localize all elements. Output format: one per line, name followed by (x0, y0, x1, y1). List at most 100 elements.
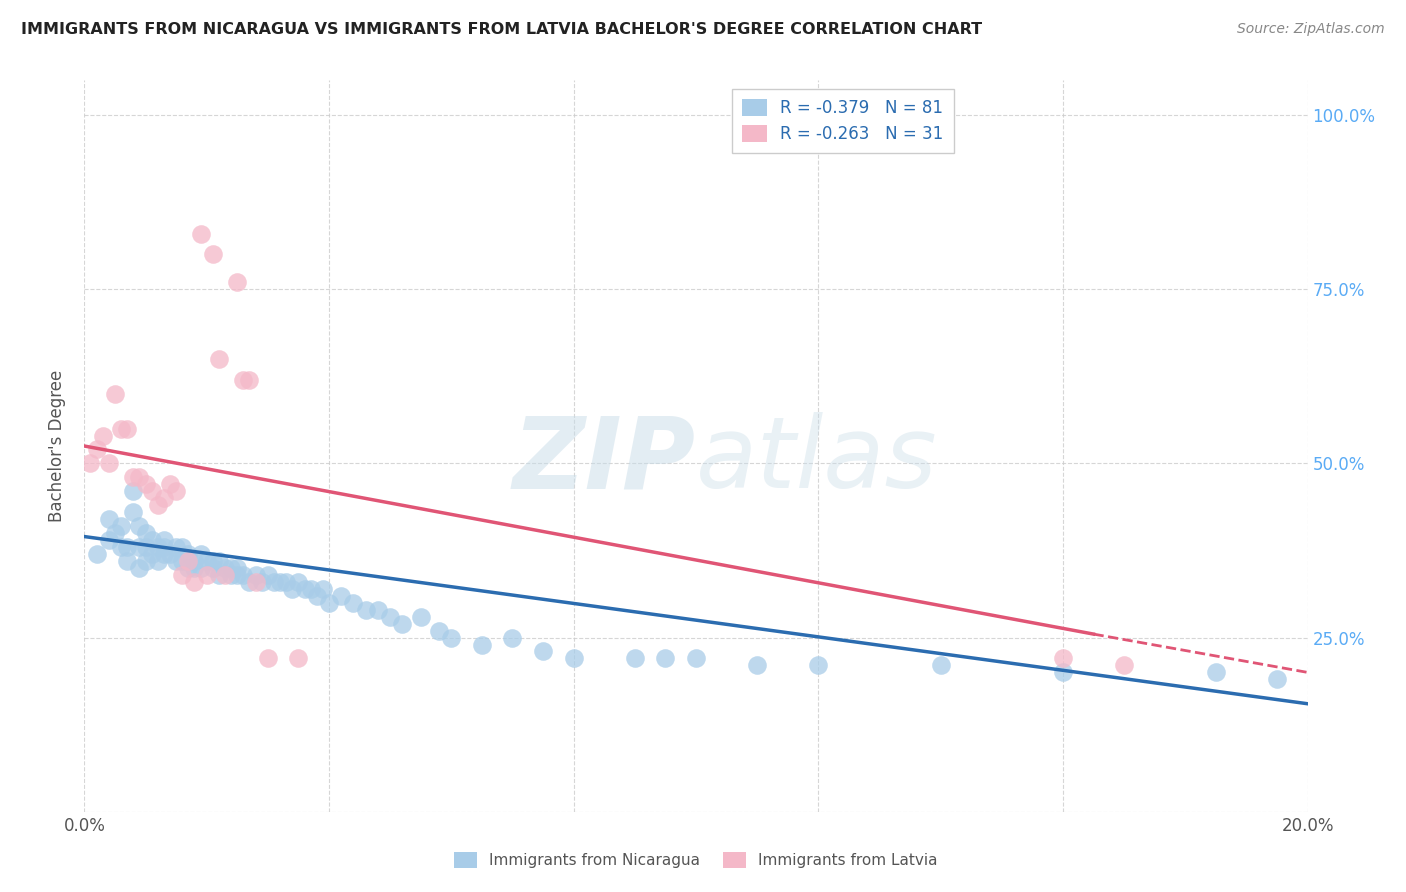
Point (250, 574, 273, 589)
Point (97, 533, 120, 547)
Point (159, 477, 181, 491)
Point (305, 589, 328, 603)
Point (226, 567, 249, 582)
Point (562, 651, 585, 665)
Point (257, 567, 280, 582)
Point (195, 567, 218, 582)
Point (471, 638, 494, 652)
Point (183, 554, 205, 568)
Point (201, 561, 224, 575)
Point (1052, 651, 1074, 665)
Point (1265, 673, 1288, 687)
Point (153, 491, 176, 506)
Point (367, 603, 389, 617)
Point (177, 554, 200, 568)
Point (190, 561, 212, 575)
Point (153, 533, 176, 547)
Point (654, 651, 676, 665)
Point (195, 554, 218, 568)
Point (115, 540, 138, 554)
Point (807, 658, 830, 673)
Point (122, 484, 145, 499)
Point (201, 554, 224, 568)
Point (128, 540, 150, 554)
Point (531, 644, 554, 658)
Point (226, 561, 249, 575)
Point (172, 567, 194, 582)
Point (232, 567, 254, 582)
Point (86, 442, 108, 457)
Point (263, 574, 285, 589)
Point (281, 582, 304, 596)
Point (238, 373, 260, 387)
Y-axis label: Bachelor's Degree: Bachelor's Degree (48, 370, 66, 522)
Point (115, 421, 138, 435)
Point (245, 574, 267, 589)
Point (190, 227, 212, 241)
Point (299, 582, 322, 596)
Point (172, 540, 194, 554)
Point (183, 574, 205, 589)
Point (141, 547, 163, 561)
Point (312, 582, 335, 596)
Point (294, 582, 316, 596)
Point (172, 554, 194, 568)
Point (104, 526, 127, 541)
Point (624, 651, 647, 665)
Point (342, 596, 364, 610)
Point (440, 631, 463, 645)
Point (135, 540, 157, 554)
Legend: Immigrants from Nicaragua, Immigrants from Latvia: Immigrants from Nicaragua, Immigrants fr… (444, 843, 948, 877)
Point (146, 540, 169, 554)
Point (135, 554, 157, 568)
Point (257, 651, 280, 665)
Point (276, 574, 298, 589)
Point (219, 567, 242, 582)
Point (128, 561, 150, 575)
Point (685, 651, 707, 665)
Point (219, 561, 242, 575)
Point (110, 519, 132, 533)
Point (97, 457, 120, 471)
Point (929, 658, 952, 673)
Point (146, 498, 169, 512)
Point (391, 616, 413, 631)
Point (502, 631, 524, 645)
Point (79, 457, 101, 471)
Point (287, 574, 309, 589)
Point (97, 512, 120, 526)
Text: ZIP: ZIP (513, 412, 696, 509)
Point (135, 526, 157, 541)
Point (208, 351, 231, 366)
Point (153, 540, 176, 554)
Point (104, 386, 127, 401)
Point (318, 596, 340, 610)
Point (214, 567, 236, 582)
Point (86, 547, 108, 561)
Point (208, 554, 231, 568)
Point (1114, 658, 1136, 673)
Point (141, 533, 163, 547)
Point (122, 505, 145, 519)
Point (409, 609, 432, 624)
Point (183, 561, 205, 575)
Point (201, 247, 224, 261)
Point (269, 574, 291, 589)
Point (159, 547, 181, 561)
Point (238, 574, 260, 589)
Point (190, 547, 212, 561)
Point (165, 554, 187, 568)
Point (177, 561, 200, 575)
Point (128, 470, 150, 484)
Text: atlas: atlas (696, 412, 938, 509)
Point (747, 658, 769, 673)
Point (91, 428, 114, 442)
Point (245, 567, 267, 582)
Point (146, 554, 169, 568)
Point (110, 421, 132, 435)
Text: IMMIGRANTS FROM NICARAGUA VS IMMIGRANTS FROM LATVIA BACHELOR'S DEGREE CORRELATIO: IMMIGRANTS FROM NICARAGUA VS IMMIGRANTS … (21, 22, 983, 37)
Point (122, 470, 145, 484)
Point (153, 547, 176, 561)
Point (128, 519, 150, 533)
Point (177, 547, 200, 561)
